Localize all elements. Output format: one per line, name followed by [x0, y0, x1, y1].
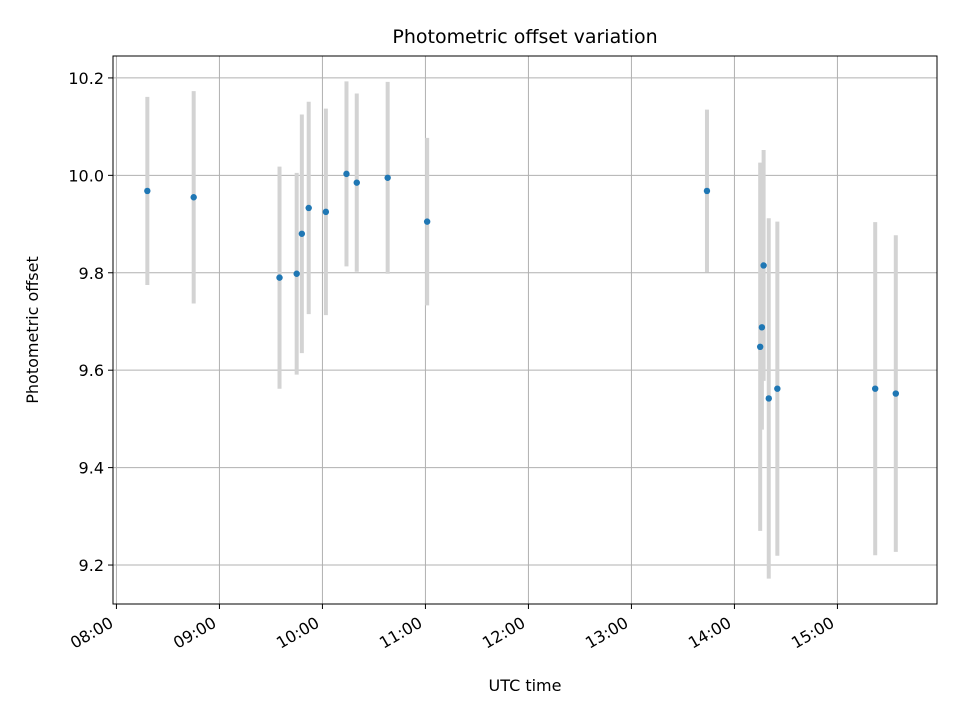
y-tick-label: 9.4 — [79, 459, 104, 478]
data-point — [760, 262, 767, 269]
data-point — [872, 385, 879, 392]
y-tick-label: 9.8 — [79, 264, 104, 283]
y-tick-label: 9.2 — [79, 556, 104, 575]
data-point — [144, 187, 151, 195]
data-point — [305, 204, 312, 212]
data-point — [343, 170, 350, 178]
grid — [113, 56, 937, 604]
y-axis: 9.2 9.4 9.6 9.8 10.0 10.2 — [68, 69, 113, 575]
y-tick-label: 10.2 — [68, 69, 104, 88]
y-tick-label: 10.0 — [68, 166, 104, 185]
data-point — [774, 385, 781, 392]
x-axis-label: UTC time — [489, 676, 562, 695]
data-point — [756, 343, 764, 351]
data-point — [353, 179, 360, 186]
data-point — [384, 174, 391, 181]
chart-title: Photometric offset variation — [392, 26, 657, 48]
data-point — [703, 187, 711, 195]
data-point — [298, 230, 306, 237]
y-axis-label: Photometric offset — [23, 256, 42, 404]
data-point — [322, 208, 330, 216]
data-point — [293, 270, 300, 277]
data-point — [765, 395, 772, 402]
data-point — [190, 194, 197, 201]
data-point — [276, 274, 283, 281]
plot-frame — [112, 55, 938, 605]
data-point — [423, 218, 431, 225]
data-point — [758, 324, 766, 331]
data-point — [892, 390, 899, 397]
data-points — [144, 170, 899, 402]
y-tick-label: 9.6 — [79, 361, 104, 380]
